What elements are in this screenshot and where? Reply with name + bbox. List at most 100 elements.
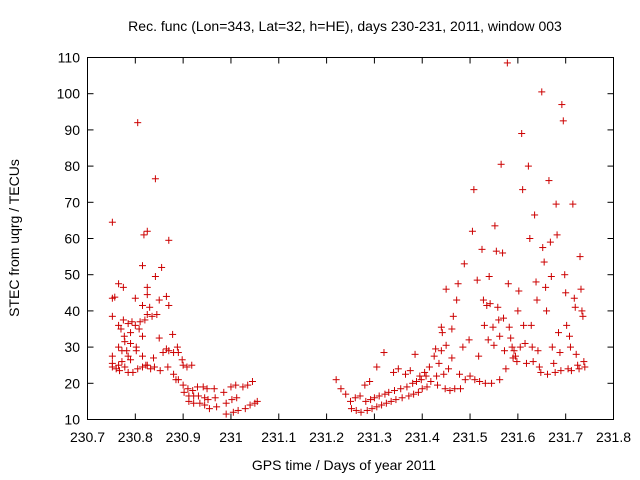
data-point bbox=[446, 387, 454, 395]
y-tick-label: 10 bbox=[64, 412, 80, 428]
data-point bbox=[361, 381, 369, 389]
data-markers bbox=[108, 59, 589, 418]
data-point bbox=[138, 352, 146, 360]
data-point bbox=[494, 303, 502, 311]
data-point bbox=[442, 285, 450, 293]
data-point bbox=[553, 231, 561, 239]
x-tick-label: 231.8 bbox=[596, 429, 631, 445]
data-point bbox=[398, 394, 406, 402]
data-point bbox=[220, 388, 228, 396]
data-point bbox=[558, 101, 566, 109]
data-point bbox=[115, 280, 123, 288]
data-point bbox=[119, 283, 127, 291]
data-point bbox=[362, 397, 370, 405]
data-point bbox=[205, 405, 213, 413]
data-point bbox=[390, 368, 398, 376]
data-point bbox=[173, 343, 181, 351]
data-point bbox=[165, 301, 173, 309]
x-axis-label: GPS time / Days of year 2011 bbox=[252, 457, 436, 473]
data-point bbox=[129, 368, 137, 376]
data-point bbox=[520, 321, 528, 329]
data-point bbox=[576, 253, 584, 261]
data-point bbox=[527, 321, 535, 329]
data-point bbox=[131, 321, 139, 329]
data-point bbox=[514, 307, 522, 315]
data-point bbox=[422, 372, 430, 380]
data-point bbox=[466, 372, 474, 380]
data-point bbox=[108, 363, 116, 371]
data-point bbox=[138, 332, 146, 340]
x-tick-label: 231.1 bbox=[261, 429, 296, 445]
data-point bbox=[143, 361, 151, 369]
data-point bbox=[503, 59, 511, 67]
data-point bbox=[367, 396, 375, 404]
data-point bbox=[211, 394, 219, 402]
data-point bbox=[476, 377, 484, 385]
data-point bbox=[179, 381, 187, 389]
data-point bbox=[180, 388, 188, 396]
y-tick-label: 90 bbox=[64, 122, 80, 138]
data-point bbox=[138, 262, 146, 270]
data-point bbox=[373, 363, 381, 371]
data-point bbox=[417, 376, 425, 384]
data-point bbox=[456, 385, 464, 393]
data-point bbox=[502, 365, 510, 373]
data-point bbox=[135, 325, 143, 333]
data-point bbox=[233, 394, 241, 402]
data-point bbox=[559, 117, 567, 125]
data-point bbox=[232, 381, 240, 389]
data-point bbox=[563, 321, 571, 329]
data-point bbox=[566, 343, 574, 351]
data-point bbox=[441, 385, 449, 393]
data-point bbox=[526, 235, 534, 242]
data-point bbox=[147, 365, 155, 373]
data-point bbox=[143, 311, 151, 319]
data-point bbox=[489, 323, 497, 331]
data-point bbox=[488, 379, 496, 387]
data-point bbox=[540, 258, 548, 266]
data-point bbox=[437, 323, 445, 331]
x-tick-label: 231.2 bbox=[309, 429, 344, 445]
data-point bbox=[430, 352, 438, 360]
x-tick-label: 231.4 bbox=[405, 429, 440, 445]
data-point bbox=[405, 392, 413, 400]
data-point bbox=[435, 359, 443, 367]
data-point bbox=[578, 307, 586, 315]
data-point bbox=[471, 376, 479, 384]
data-point bbox=[532, 278, 540, 286]
y-tick-label: 70 bbox=[64, 194, 80, 210]
data-point bbox=[580, 358, 588, 366]
data-point bbox=[546, 238, 554, 246]
data-point bbox=[561, 271, 569, 279]
data-point bbox=[332, 376, 340, 384]
data-point bbox=[370, 394, 378, 402]
data-point bbox=[136, 318, 144, 326]
data-point bbox=[115, 343, 123, 351]
y-tick-label: 80 bbox=[64, 158, 80, 174]
data-point bbox=[505, 323, 513, 331]
data-point bbox=[337, 385, 345, 393]
data-point bbox=[128, 318, 136, 326]
data-point bbox=[508, 343, 516, 351]
data-point bbox=[456, 370, 464, 378]
data-point bbox=[550, 359, 558, 367]
data-point bbox=[410, 390, 418, 398]
data-point bbox=[475, 352, 483, 360]
data-point bbox=[159, 349, 167, 357]
data-point bbox=[556, 349, 564, 357]
data-point bbox=[459, 343, 467, 351]
data-point bbox=[138, 301, 146, 309]
data-point bbox=[387, 397, 395, 405]
data-point bbox=[213, 403, 221, 411]
data-point bbox=[134, 119, 142, 127]
data-point bbox=[164, 363, 172, 371]
x-tick-label: 230.8 bbox=[118, 429, 153, 445]
data-point bbox=[392, 396, 400, 404]
data-point bbox=[253, 397, 261, 405]
data-point bbox=[497, 160, 505, 168]
data-point bbox=[524, 162, 532, 170]
data-point bbox=[491, 222, 499, 230]
data-point bbox=[516, 343, 524, 351]
data-point bbox=[121, 363, 129, 371]
